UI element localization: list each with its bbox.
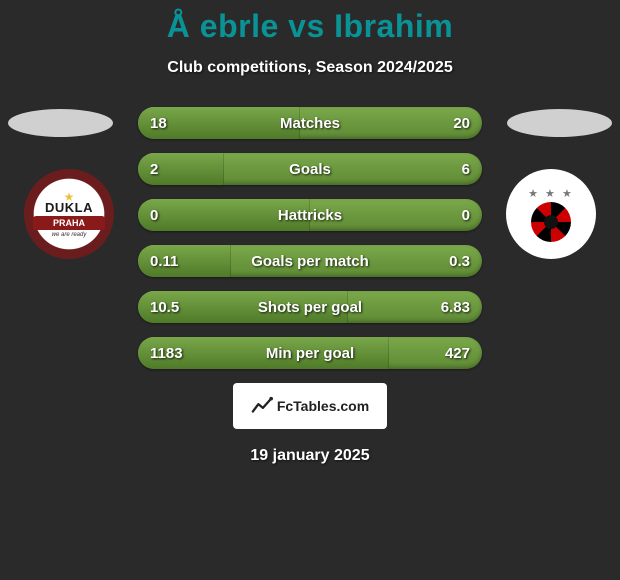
stat-bars: 18 Matches 20 2 Goals 6 0 Hattricks 0 0.11 Goals p… <box>138 107 482 369</box>
stat-bar: 0 Hattricks 0 <box>138 199 482 231</box>
stat-label: Min per goal <box>266 345 354 362</box>
player-photo-left <box>8 109 113 137</box>
stat-right-value: 6.83 <box>441 299 470 316</box>
club-badge-right: ★ ★ ★ <box>506 169 596 259</box>
stat-label: Shots per goal <box>258 299 362 316</box>
stat-right-value: 0.3 <box>449 253 470 270</box>
club-badge-left-subtext: we are ready <box>52 232 87 238</box>
stat-bar: 2 Goals 6 <box>138 153 482 185</box>
club-badge-left-name: DUKLA <box>45 200 93 215</box>
brand-box: FcTables.com <box>233 383 387 429</box>
club-badge-right-emblem <box>531 202 571 242</box>
stat-label: Goals per match <box>251 253 369 270</box>
stat-left-value: 0.11 <box>150 253 178 270</box>
stat-right-value: 6 <box>462 161 470 178</box>
stat-right-value: 0 <box>462 207 470 224</box>
stat-right-value: 427 <box>445 345 470 362</box>
stat-left-value: 10.5 <box>150 299 179 316</box>
stat-bar: 10.5 Shots per goal 6.83 <box>138 291 482 323</box>
stat-left-value: 0 <box>150 207 158 224</box>
stat-right-value: 20 <box>453 115 470 132</box>
comparison-panel: ★ DUKLA PRAHA we are ready ★ ★ ★ 18 Match… <box>0 107 620 369</box>
club-badge-left: ★ DUKLA PRAHA we are ready <box>24 169 114 259</box>
stat-bar: 1183 Min per goal 427 <box>138 337 482 369</box>
player-photo-right <box>507 109 612 137</box>
stat-bar: 0.11 Goals per match 0.3 <box>138 245 482 277</box>
stat-bar: 18 Matches 20 <box>138 107 482 139</box>
chart-icon <box>251 395 273 417</box>
page-title: Å ebrle vs Ibrahim <box>0 0 620 45</box>
stat-label: Goals <box>289 161 331 178</box>
stat-label: Matches <box>280 115 340 132</box>
subtitle: Club competitions, Season 2024/2025 <box>0 59 620 77</box>
stat-left-value: 1183 <box>150 345 183 362</box>
stat-left-value: 18 <box>150 115 167 132</box>
brand-text: FcTables.com <box>277 398 369 414</box>
date: 19 january 2025 <box>0 447 620 465</box>
stat-label: Hattricks <box>278 207 342 224</box>
stars-icon: ★ ★ ★ <box>528 187 574 200</box>
stat-left-value: 2 <box>150 161 158 178</box>
club-badge-left-city: PRAHA <box>33 216 105 230</box>
